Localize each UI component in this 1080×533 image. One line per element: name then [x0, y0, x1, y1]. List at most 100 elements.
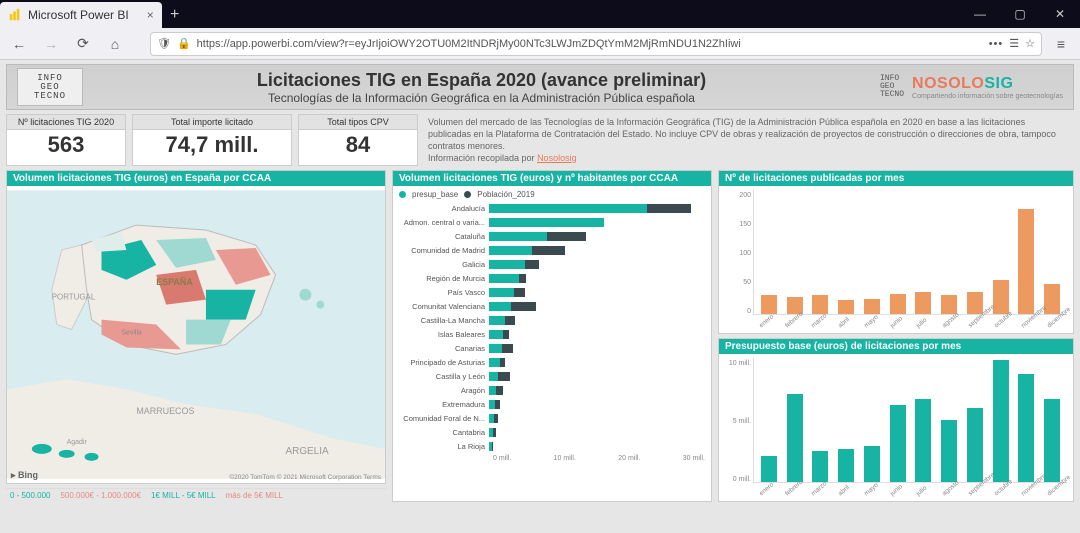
vbar[interactable]: [864, 446, 880, 482]
hbar-series1: [489, 204, 647, 213]
map-label-marruecos: MARRUECOS: [136, 406, 194, 416]
browser-toolbar: ← → ⟳ ⌂ 🛡 🔒 https://app.powerbi.com/view…: [0, 28, 1080, 60]
vbar[interactable]: [838, 300, 854, 314]
hbar-series1: [489, 288, 514, 297]
report-title: Licitaciones TIG en España 2020 (avance …: [93, 70, 870, 91]
vbar[interactable]: [890, 405, 906, 483]
vbar[interactable]: [1044, 399, 1060, 482]
hbar-row[interactable]: Castilla-La Mancha: [399, 313, 705, 327]
hbar-series2: [511, 302, 536, 311]
new-tab-button[interactable]: +: [162, 2, 188, 28]
hbar-row[interactable]: Islas Baleares: [399, 327, 705, 341]
reader-icon[interactable]: ☰: [1009, 37, 1019, 50]
vbar[interactable]: [787, 394, 803, 482]
hbar-label: Castilla-La Mancha: [399, 316, 489, 325]
vbar[interactable]: [993, 360, 1009, 482]
nosolosig-link[interactable]: Nosolosig: [537, 153, 577, 163]
map-tile[interactable]: Volumen licitaciones TIG (euros) en Espa…: [6, 170, 386, 484]
vbar[interactable]: [890, 294, 906, 314]
vbar1-tile[interactable]: Nº de licitaciones publicadas por mes 20…: [718, 170, 1074, 334]
bookmark-icon[interactable]: ☆: [1025, 37, 1035, 50]
infogeo-logo: INFO GEO TECNO: [17, 68, 83, 106]
vbar[interactable]: [915, 399, 931, 482]
browser-tabbar: Microsoft Power BI × + — ▢ ✕: [0, 0, 1080, 28]
menu-button[interactable]: ≡: [1048, 31, 1074, 57]
report-page: INFO GEO TECNO Licitaciones TIG en Españ…: [0, 60, 1080, 533]
close-window-button[interactable]: ✕: [1040, 0, 1080, 28]
kpi-label: Nº licitaciones TIG 2020: [7, 115, 125, 130]
kpi-value: 563: [7, 130, 125, 162]
hbar-label: Región de Murcia: [399, 274, 489, 283]
kpi-card[interactable]: Nº licitaciones TIG 2020 563: [6, 114, 126, 166]
vbar[interactable]: [812, 451, 828, 482]
hbar-row[interactable]: La Rioja: [399, 439, 705, 453]
close-icon[interactable]: ×: [147, 8, 154, 22]
hbar-row[interactable]: Cantabria: [399, 425, 705, 439]
vbar1-body: 200150100500 enerofebreromarzoabrilmayoj…: [719, 186, 1073, 333]
minimize-button[interactable]: —: [960, 0, 1000, 28]
hbar-row[interactable]: Galicia: [399, 257, 705, 271]
kpi-row: Nº licitaciones TIG 2020 563 Total impor…: [6, 114, 1074, 166]
vbar[interactable]: [941, 420, 957, 482]
browser-tab[interactable]: Microsoft Power BI ×: [0, 2, 162, 28]
vbar[interactable]: [838, 449, 854, 482]
hbar-label: Comunidad Foral de N...: [399, 414, 489, 423]
hbar-label: Andalucía: [399, 204, 489, 213]
hbar-row[interactable]: Región de Murcia: [399, 271, 705, 285]
tile-header: Volumen licitaciones TIG (euros) en Espa…: [7, 171, 385, 186]
vbar[interactable]: [915, 292, 931, 314]
hbar-tile[interactable]: Volumen licitaciones TIG (euros) y nº ha…: [392, 170, 712, 502]
hbar-row[interactable]: Cataluña: [399, 229, 705, 243]
vbar[interactable]: [967, 292, 983, 314]
hbar-row[interactable]: Principado de Asturias: [399, 355, 705, 369]
vbar[interactable]: [864, 299, 880, 315]
hbar-row[interactable]: Canarias: [399, 341, 705, 355]
vbar[interactable]: [1018, 209, 1034, 314]
vbar[interactable]: [761, 456, 777, 482]
vbar1-xaxis: enerofebreromarzoabrilmayojuniojulioagos…: [753, 324, 1067, 331]
hbar-series1: [489, 358, 500, 367]
hbar-series1: [489, 330, 503, 339]
maximize-button[interactable]: ▢: [1000, 0, 1040, 28]
spain-map[interactable]: ESPAÑA PORTUGAL Sevilla MARRUECOS Agadir…: [7, 186, 385, 483]
map-body[interactable]: ESPAÑA PORTUGAL Sevilla MARRUECOS Agadir…: [7, 186, 385, 483]
hbar-label: Admon. central o varia...: [399, 218, 489, 227]
hbar-row[interactable]: Comunidad Foral de N...: [399, 411, 705, 425]
hbar-row[interactable]: Admon. central o varia...: [399, 215, 705, 229]
home-button[interactable]: ⌂: [102, 31, 128, 57]
reload-button[interactable]: ⟳: [70, 31, 96, 57]
hbar-row[interactable]: Extremadura: [399, 397, 705, 411]
hbar-series2: [647, 204, 690, 213]
hbar-row[interactable]: Comunidad de Madrid: [399, 243, 705, 257]
hbar-row[interactable]: País Vasco: [399, 285, 705, 299]
vbar[interactable]: [812, 295, 828, 314]
tile-header: Volumen licitaciones TIG (euros) y nº ha…: [393, 171, 711, 186]
hbar-label: Islas Baleares: [399, 330, 489, 339]
kpi-card[interactable]: Total tipos CPV 84: [298, 114, 418, 166]
hbar-row[interactable]: Castilla y León: [399, 369, 705, 383]
vbar[interactable]: [761, 295, 777, 314]
hbar-label: Canarias: [399, 344, 489, 353]
forward-button[interactable]: →: [38, 31, 64, 57]
report-header: INFO GEO TECNO Licitaciones TIG en Españ…: [6, 64, 1074, 110]
more-icon[interactable]: •••: [989, 38, 1004, 50]
vbar[interactable]: [967, 408, 983, 482]
hbar-row[interactable]: Comunitat Valenciana: [399, 299, 705, 313]
back-button[interactable]: ←: [6, 31, 32, 57]
tile-header: Nº de licitaciones publicadas por mes: [719, 171, 1073, 186]
hbar-series2: [492, 442, 493, 451]
hbar-row[interactable]: Andalucía: [399, 201, 705, 215]
lock-icon: 🔒: [177, 37, 191, 50]
address-bar[interactable]: 🛡 🔒 https://app.powerbi.com/view?r=eyJrI…: [150, 32, 1042, 56]
vbar[interactable]: [1018, 374, 1034, 483]
hbar-series1: [489, 316, 505, 325]
legend-dot: [464, 191, 471, 198]
hbar-series2: [496, 386, 502, 395]
svg-text:Sevilla: Sevilla: [121, 330, 142, 337]
kpi-card[interactable]: Total importe licitado 74,7 mill.: [132, 114, 292, 166]
hbar-row[interactable]: Aragón: [399, 383, 705, 397]
vbar2-xaxis: enerofebreromarzoabrilmayojuniojulioagos…: [753, 492, 1067, 499]
hbar-label: Extremadura: [399, 400, 489, 409]
description-text: Volumen del mercado de las Tecnologías d…: [424, 114, 1074, 166]
vbar2-tile[interactable]: Presupuesto base (euros) de licitaciones…: [718, 338, 1074, 502]
